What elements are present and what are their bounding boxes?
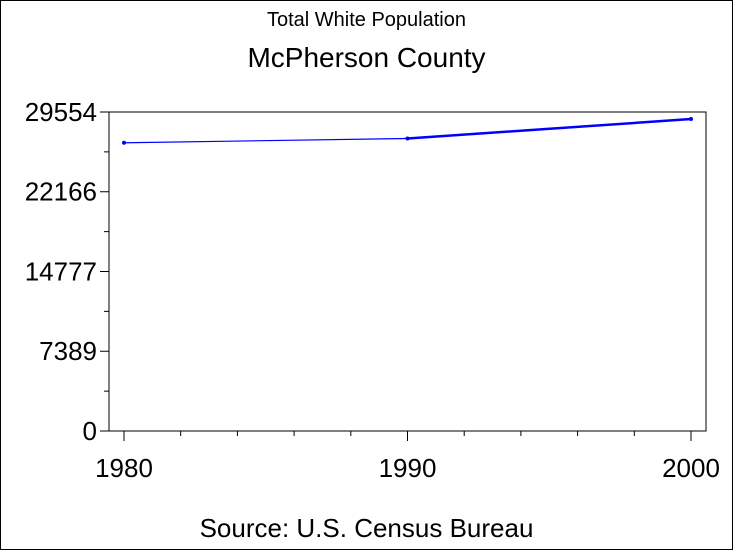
series-line-segment	[123, 137, 408, 144]
y-tick-label: 0	[83, 416, 97, 446]
y-tick-label: 7389	[39, 336, 97, 366]
y-tick-label: 14777	[25, 257, 97, 287]
data-point	[405, 136, 410, 141]
x-tick-label: 2000	[662, 453, 720, 483]
y-tick-label: 22166	[25, 177, 97, 207]
chart-source: Source: U.S. Census Bureau	[199, 513, 534, 543]
y-tick-label: 29554	[25, 97, 97, 127]
plot-area	[108, 111, 707, 432]
series-line-segment	[407, 117, 692, 140]
data-point	[689, 117, 693, 122]
x-tick-label: 1980	[95, 453, 153, 483]
data-point	[122, 140, 126, 145]
x-tick-label: 1990	[379, 453, 437, 483]
chart-subtitle: Total White Population	[266, 9, 466, 31]
chart-title: McPherson County	[247, 42, 486, 73]
